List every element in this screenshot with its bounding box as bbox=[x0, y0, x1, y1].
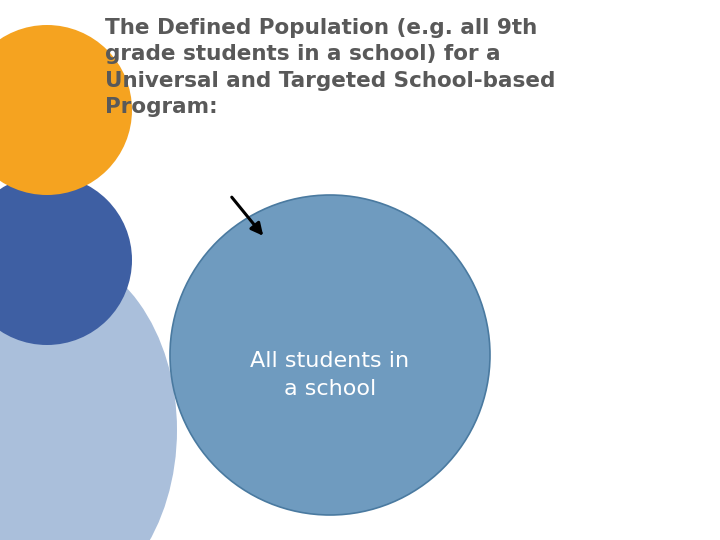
Text: The Defined Population (e.g. all 9th
grade students in a school) for a
Universal: The Defined Population (e.g. all 9th gra… bbox=[105, 18, 555, 117]
Circle shape bbox=[170, 195, 490, 515]
Text: All students in
a school: All students in a school bbox=[251, 351, 410, 399]
Circle shape bbox=[0, 25, 132, 195]
Ellipse shape bbox=[0, 250, 177, 540]
Circle shape bbox=[0, 175, 132, 345]
